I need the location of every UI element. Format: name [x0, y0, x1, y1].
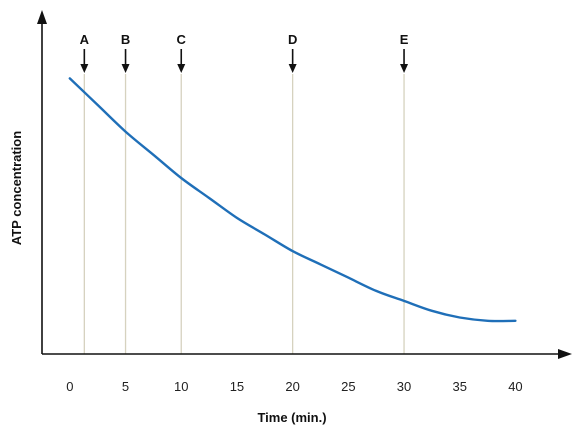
- x-tick-label: 20: [285, 379, 299, 394]
- x-tick-label: 15: [230, 379, 244, 394]
- marker-label-b: B: [121, 32, 130, 47]
- x-tick-label: 25: [341, 379, 355, 394]
- x-tick-label: 0: [66, 379, 73, 394]
- axes: [37, 10, 572, 359]
- markers: A B C D E: [80, 32, 409, 73]
- x-tick-label: 30: [397, 379, 411, 394]
- marker-arrow-head-d: [288, 64, 297, 73]
- y-axis-arrow: [37, 10, 47, 24]
- x-axis-title: Time (min.): [257, 410, 326, 425]
- x-tick-label: 40: [508, 379, 522, 394]
- x-tick-label: 10: [174, 379, 188, 394]
- x-tick-label: 35: [453, 379, 467, 394]
- marker-lines: [83, 74, 405, 354]
- x-axis-arrow: [558, 349, 572, 359]
- marker-label-e: E: [400, 32, 409, 47]
- series-line-0: [68, 77, 517, 323]
- series-layer: [68, 77, 517, 323]
- x-ticks: 0 5 10 15 20 25 30 35 40: [66, 379, 522, 394]
- marker-label-c: C: [177, 32, 187, 47]
- y-axis-title: ATP concentration: [9, 131, 24, 245]
- marker-arrow-head-c: [177, 64, 186, 73]
- marker-arrow-head-a: [80, 64, 89, 73]
- marker-arrow-head-e: [400, 64, 409, 73]
- marker-arrow-head-b: [121, 64, 130, 73]
- marker-label-a: A: [80, 32, 90, 47]
- marker-label-d: D: [288, 32, 297, 47]
- x-tick-label: 5: [122, 379, 129, 394]
